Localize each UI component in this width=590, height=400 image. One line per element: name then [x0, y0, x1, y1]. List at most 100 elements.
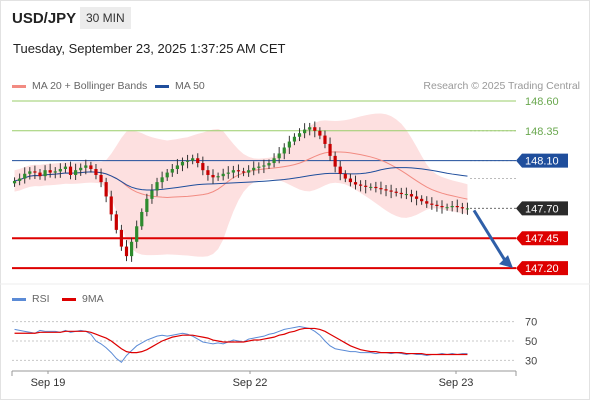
rsi-label: RSI: [32, 293, 50, 305]
candle-body: [48, 170, 52, 173]
x-tick-label-0: Sep 19: [31, 377, 66, 389]
candle-body: [236, 170, 241, 172]
rsi-tick-70: 70: [525, 317, 537, 329]
interval-badge[interactable]: 30 MIN: [80, 7, 131, 29]
forecast-arrow-head: [499, 255, 513, 269]
candle-body: [455, 206, 459, 208]
level-tag-147.70: [516, 201, 568, 216]
candle-body: [292, 136, 297, 142]
candle-body: [297, 133, 302, 137]
candle-body: [460, 207, 464, 209]
level-tag-147.20: [516, 261, 568, 276]
candle-body: [99, 174, 103, 183]
candle-body: [343, 173, 347, 179]
candle-body: [74, 170, 78, 175]
candle-body: [420, 198, 424, 202]
candle-body: [323, 135, 327, 144]
candle-body: [348, 178, 353, 183]
candle-body: [185, 160, 190, 162]
candle-body: [277, 153, 281, 159]
candle-body: [109, 196, 113, 215]
x-tick-label-2: Sep 23: [439, 377, 474, 389]
candle-body: [358, 184, 363, 186]
candle-body: [18, 178, 22, 181]
candle-body: [38, 172, 42, 177]
candle-body: [282, 147, 286, 154]
level-label-148.35: 148.35: [525, 126, 559, 138]
candle-body: [338, 166, 342, 174]
rsi-tick-30: 30: [525, 355, 537, 367]
rsi-tick-50: 50: [525, 336, 537, 348]
candle-body: [160, 177, 164, 183]
candle-body: [394, 191, 398, 193]
candle-body: [124, 246, 129, 257]
candle-body: [247, 170, 251, 173]
legend-item-rsi: RSI: [12, 293, 50, 305]
candle-body: [262, 165, 266, 167]
candle-body: [379, 188, 383, 190]
candle-body: [89, 165, 93, 169]
ma50-label: MA 50: [175, 80, 205, 92]
legend-item-9ma: 9MA: [62, 293, 104, 305]
candle-body: [23, 173, 27, 179]
candle-body: [389, 190, 393, 192]
candle-body: [226, 172, 230, 174]
candle-body: [63, 166, 68, 169]
candle-body: [303, 129, 307, 134]
candle-body: [353, 182, 358, 185]
candle-body: [369, 186, 373, 188]
level-tag-148.10: [516, 153, 568, 168]
candle-body: [465, 208, 470, 210]
symbol-label: USD/JPY: [12, 10, 77, 27]
candle-body: [414, 196, 419, 199]
candle-body: [84, 165, 88, 168]
candle-body: [150, 190, 154, 199]
level-label-147.20: 147.20: [525, 263, 559, 275]
candle-body: [12, 180, 17, 184]
candle-body: [231, 170, 235, 173]
candle-body: [272, 158, 276, 164]
level-label-147.70: 147.70: [525, 203, 559, 215]
candle-body: [252, 167, 256, 171]
candle-body: [170, 169, 174, 173]
candle-body: [135, 226, 139, 242]
candle-body: [445, 207, 449, 209]
candle-body: [257, 166, 261, 168]
x-tick-label-1: Sep 22: [233, 377, 268, 389]
ma20-label: MA 20 + Bollinger Bands: [32, 80, 148, 92]
candle-body: [409, 194, 414, 197]
forecast-arrow-shaft: [472, 209, 508, 263]
rsi-ma-line: [14, 327, 468, 356]
candle-body: [333, 155, 337, 167]
candle-body: [287, 141, 291, 148]
candle-body: [211, 174, 215, 178]
candle-body: [313, 127, 317, 131]
candle-body: [267, 163, 271, 166]
rsi-swatch: [12, 297, 26, 301]
candle-body: [94, 169, 98, 175]
candle-body: [68, 166, 73, 175]
candle-body: [221, 173, 225, 177]
level-tag-147.45: [516, 231, 568, 246]
level-label-148.10: 148.10: [525, 156, 559, 168]
level-label-148.60: 148.60: [525, 96, 559, 108]
candle-body: [374, 186, 378, 189]
candle-body: [43, 170, 47, 177]
candle-body: [53, 171, 57, 173]
candle-body: [191, 158, 195, 161]
candle-body: [33, 171, 37, 173]
credit-label: Research © 2025 Trading Central: [423, 80, 580, 92]
candle-body: [175, 165, 179, 169]
legend-item-ma50: MA 50: [155, 80, 205, 92]
candle-body: [450, 206, 454, 208]
ma50-line: [14, 167, 468, 191]
candle-body: [119, 229, 124, 247]
ma9-swatch: [62, 297, 76, 301]
bollinger-band-area: [14, 113, 468, 257]
candle-body: [435, 204, 439, 206]
candle-body: [318, 130, 322, 136]
candle-body: [129, 241, 134, 257]
candle-body: [364, 185, 368, 187]
ma9-label: 9MA: [82, 293, 104, 305]
